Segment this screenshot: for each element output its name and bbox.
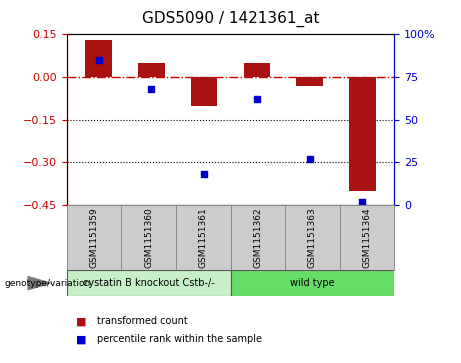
Text: GSM1151362: GSM1151362 [253, 207, 262, 268]
Bar [340, 205, 394, 270]
Text: GSM1151363: GSM1151363 [308, 207, 317, 268]
Text: transformed count: transformed count [97, 316, 188, 326]
Text: GSM1151359: GSM1151359 [89, 207, 99, 268]
Bar [67, 205, 121, 270]
Text: GSM1151361: GSM1151361 [199, 207, 208, 268]
Text: GDS5090 / 1421361_at: GDS5090 / 1421361_at [142, 11, 319, 27]
Point [148, 86, 155, 92]
Bar [121, 205, 176, 270]
Bar [230, 205, 285, 270]
Text: ■: ■ [76, 334, 87, 344]
Polygon shape [28, 277, 50, 290]
Text: genotype/variation: genotype/variation [5, 279, 91, 287]
Bar [285, 205, 340, 270]
Bar [176, 205, 230, 270]
Bar [67, 270, 230, 296]
Bar [349, 77, 376, 191]
Bar [296, 77, 323, 86]
Text: cystatin B knockout Cstb-/-: cystatin B knockout Cstb-/- [83, 278, 214, 288]
Point [201, 171, 208, 177]
Text: wild type: wild type [290, 278, 335, 288]
Point [253, 97, 260, 102]
Bar [230, 270, 394, 296]
Point [359, 199, 366, 205]
Point [95, 57, 102, 63]
Text: ■: ■ [76, 316, 87, 326]
Text: GSM1151364: GSM1151364 [362, 207, 372, 268]
Bar [138, 63, 165, 77]
Bar [244, 63, 270, 77]
Bar [191, 77, 217, 106]
Text: percentile rank within the sample: percentile rank within the sample [97, 334, 262, 344]
Point [306, 156, 313, 162]
Text: GSM1151360: GSM1151360 [144, 207, 153, 268]
Bar [85, 40, 112, 77]
